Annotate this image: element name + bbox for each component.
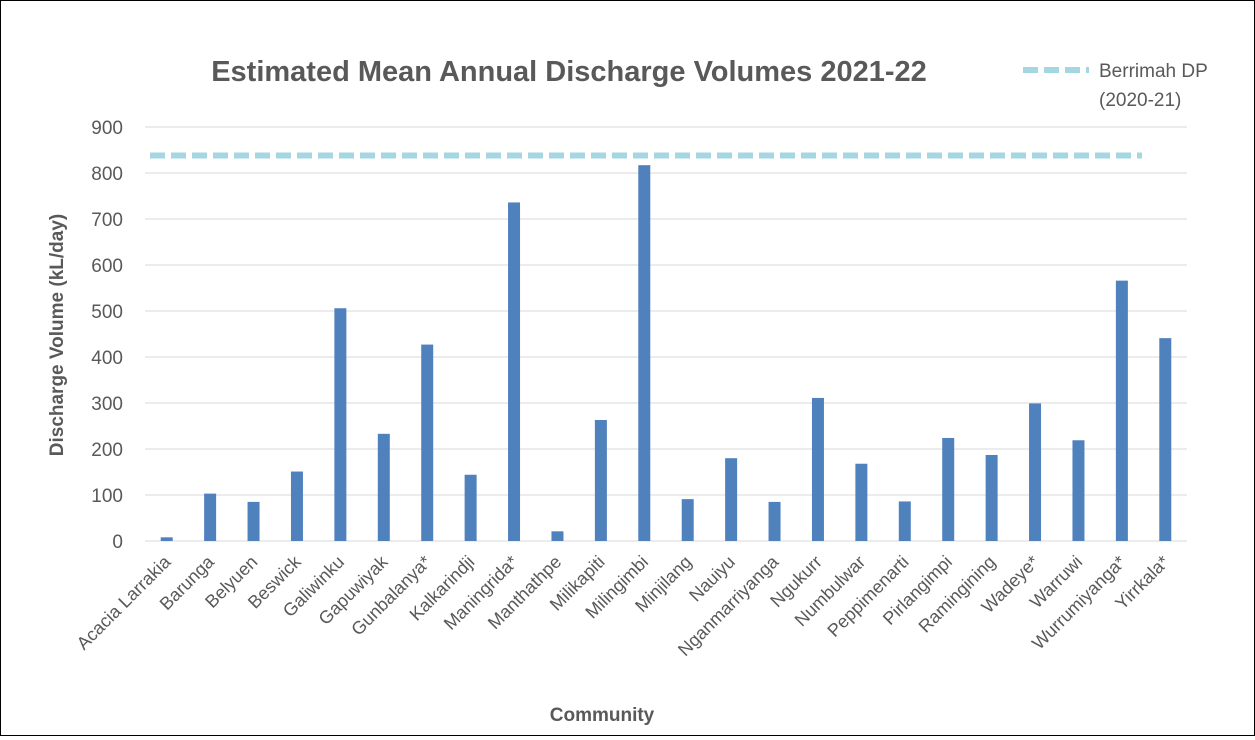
bar xyxy=(1029,403,1042,541)
bar xyxy=(290,471,303,541)
bar xyxy=(464,474,477,541)
bars xyxy=(160,165,1172,541)
y-axis-label: Discharge Volume (kL/day) xyxy=(47,214,68,457)
bar xyxy=(811,397,824,541)
legend-label-line-1: Berrimah DP xyxy=(1099,61,1208,82)
y-tick-label: 800 xyxy=(91,164,123,185)
legend: Berrimah DP (2020-21) xyxy=(1023,61,1208,111)
bar xyxy=(421,344,434,541)
x-tick-labels: Acacia LarrakiaBarungaBelyuenBeswickGali… xyxy=(73,551,1173,660)
bar xyxy=(681,499,694,541)
bar xyxy=(725,458,738,541)
bar xyxy=(768,501,781,541)
bar xyxy=(855,463,868,541)
bar xyxy=(160,537,173,541)
y-tick-label: 300 xyxy=(91,394,123,415)
bar xyxy=(985,454,998,541)
y-tick-label: 600 xyxy=(91,256,123,277)
bar xyxy=(1115,280,1128,541)
y-tick-label: 400 xyxy=(91,348,123,369)
bar xyxy=(594,420,607,541)
bar xyxy=(1072,440,1085,541)
y-tick-label: 200 xyxy=(91,440,123,461)
bar xyxy=(898,501,911,541)
gridlines xyxy=(145,126,1187,542)
y-tick-label: 100 xyxy=(91,486,123,507)
bar xyxy=(377,433,390,541)
y-tick-label: 0 xyxy=(112,532,123,553)
bar xyxy=(508,202,521,541)
chart-title: Estimated Mean Annual Discharge Volumes … xyxy=(211,56,927,88)
bar xyxy=(1159,338,1172,541)
y-tick-label: 500 xyxy=(91,302,123,323)
bar xyxy=(551,531,564,541)
bar xyxy=(942,437,955,541)
y-tick-label: 900 xyxy=(91,118,123,139)
bar xyxy=(247,501,260,541)
bar xyxy=(638,165,651,541)
y-tick-label: 700 xyxy=(91,210,123,231)
bar xyxy=(204,493,217,541)
legend-label-line-2: (2020-21) xyxy=(1099,90,1181,111)
bar xyxy=(334,308,347,541)
y-tick-labels: 0 100 200 300 400 500 600 700 800 900 xyxy=(91,118,123,553)
x-axis-label: Community xyxy=(550,705,655,726)
